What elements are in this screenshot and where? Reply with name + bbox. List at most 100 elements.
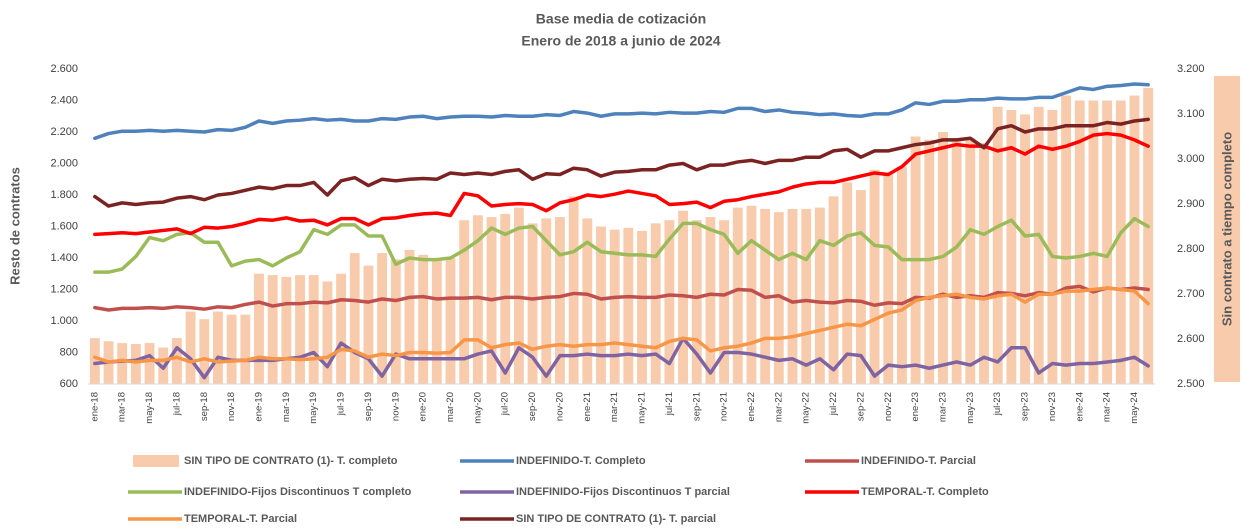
bar xyxy=(746,205,757,384)
bar xyxy=(267,275,278,384)
bar xyxy=(992,106,1003,385)
bar xyxy=(295,275,305,384)
x-tick-label: ene-20 xyxy=(418,392,429,422)
bar xyxy=(1006,109,1017,384)
line xyxy=(93,216,1150,274)
bar xyxy=(418,254,429,384)
bar xyxy=(596,226,606,384)
y2-axis-label: Sin contrato a tiempo completo xyxy=(1219,132,1234,326)
bar xyxy=(185,311,196,384)
bar xyxy=(308,275,319,384)
x-tick-label: jul-21 xyxy=(664,392,675,416)
bar xyxy=(472,215,483,384)
y-tick-label: 1.000 xyxy=(50,315,78,327)
x-tick-label: may-20 xyxy=(472,392,483,424)
bar xyxy=(568,196,579,384)
y-tick-label: 2.200 xyxy=(50,126,78,138)
bar xyxy=(363,265,374,384)
bar xyxy=(828,196,839,384)
bar xyxy=(404,249,415,384)
legend-swatch xyxy=(133,455,179,467)
legend-label: SIN TIPO DE CONTRATO (1)- T. parcial xyxy=(516,513,716,525)
bar xyxy=(527,223,538,384)
bar xyxy=(609,229,620,384)
bar xyxy=(254,273,264,384)
bar xyxy=(637,231,647,384)
legend-label: INDEFINIDO-Fijos Discontinuos T parcial xyxy=(516,486,730,498)
x-tick-label: sep-21 xyxy=(691,392,702,421)
x-tick-label: ene-23 xyxy=(910,392,921,422)
x-tick-label: sep-18 xyxy=(199,392,210,421)
bar xyxy=(1047,109,1058,384)
bar xyxy=(89,338,100,384)
line xyxy=(93,336,1150,380)
bar xyxy=(541,218,552,384)
bar xyxy=(705,217,716,384)
line xyxy=(93,117,1150,208)
x-tick-label: nov-23 xyxy=(1047,392,1058,421)
x-tick-label: sep-23 xyxy=(1020,392,1031,421)
bar xyxy=(459,220,470,384)
bar xyxy=(897,166,907,384)
legend-label: TEMPORAL-T. Completo xyxy=(861,486,989,498)
legend-label: INDEFINIDO-Fijos Discontinuos T completo xyxy=(184,486,412,498)
x-tick-label: ene-24 xyxy=(1074,392,1085,422)
bar xyxy=(883,174,894,384)
bar xyxy=(199,319,210,384)
bar xyxy=(281,276,292,384)
x-tick-label: mar-21 xyxy=(609,392,620,422)
bar xyxy=(130,343,141,384)
y2-tick-label: 2.600 xyxy=(1177,333,1205,345)
x-tick-label: may-22 xyxy=(801,392,812,424)
y-axis-label: Resto de contratos xyxy=(7,167,22,285)
bar xyxy=(869,169,880,384)
bar xyxy=(664,220,675,384)
x-tick-label: ene-19 xyxy=(254,392,265,422)
x-tick-label: may-23 xyxy=(965,392,976,424)
x-tick-label: sep-20 xyxy=(527,392,538,421)
x-tick-label: may-21 xyxy=(637,392,648,424)
y-tick-label: 800 xyxy=(60,346,78,358)
bar xyxy=(445,258,456,384)
x-tick-label: ene-18 xyxy=(89,392,100,422)
x-tick-label: ene-22 xyxy=(746,392,757,422)
bar xyxy=(336,273,346,384)
y2-tick-label: 3.000 xyxy=(1177,153,1205,165)
x-tick-label: may-19 xyxy=(308,392,319,424)
x-tick-label: mar-24 xyxy=(1102,392,1113,422)
bar xyxy=(1074,100,1085,384)
bar xyxy=(1061,95,1072,385)
legend-label: INDEFINIDO-T. Completo xyxy=(516,455,646,467)
y-tick-label: 2.000 xyxy=(50,157,78,169)
bar xyxy=(431,258,442,384)
bar xyxy=(1129,95,1140,385)
line xyxy=(93,131,1150,237)
bar xyxy=(582,218,593,384)
y-tick-label: 2.600 xyxy=(50,63,78,75)
bar xyxy=(226,314,237,384)
y-tick-label: 600 xyxy=(60,378,78,390)
bar xyxy=(1143,87,1154,385)
bar xyxy=(322,281,333,384)
x-tick-label: jul-20 xyxy=(500,392,511,416)
line xyxy=(93,82,1150,141)
bar xyxy=(773,212,784,384)
x-tick-label: mar-23 xyxy=(937,392,948,422)
legend-label: SIN TIPO DE CONTRATO (1)- T. completo xyxy=(184,455,398,467)
x-tick-label: sep-22 xyxy=(855,392,866,421)
y2-tick-label: 3.100 xyxy=(1177,108,1205,120)
y-tick-label: 1.600 xyxy=(50,220,78,232)
bar xyxy=(855,190,866,384)
x-tick-label: nov-20 xyxy=(554,392,565,421)
bar xyxy=(171,338,182,384)
bar xyxy=(965,138,976,384)
bar xyxy=(349,253,360,384)
x-tick-label: jul-19 xyxy=(336,392,347,416)
legend-label: TEMPORAL-T. Parcial xyxy=(184,513,297,525)
chart-title: Base media de cotización xyxy=(536,11,706,27)
bar xyxy=(691,220,702,384)
x-tick-label: jul-22 xyxy=(828,392,839,416)
chart-subtitle: Enero de 2018 a junio de 2024 xyxy=(521,33,720,49)
bar xyxy=(117,343,128,384)
